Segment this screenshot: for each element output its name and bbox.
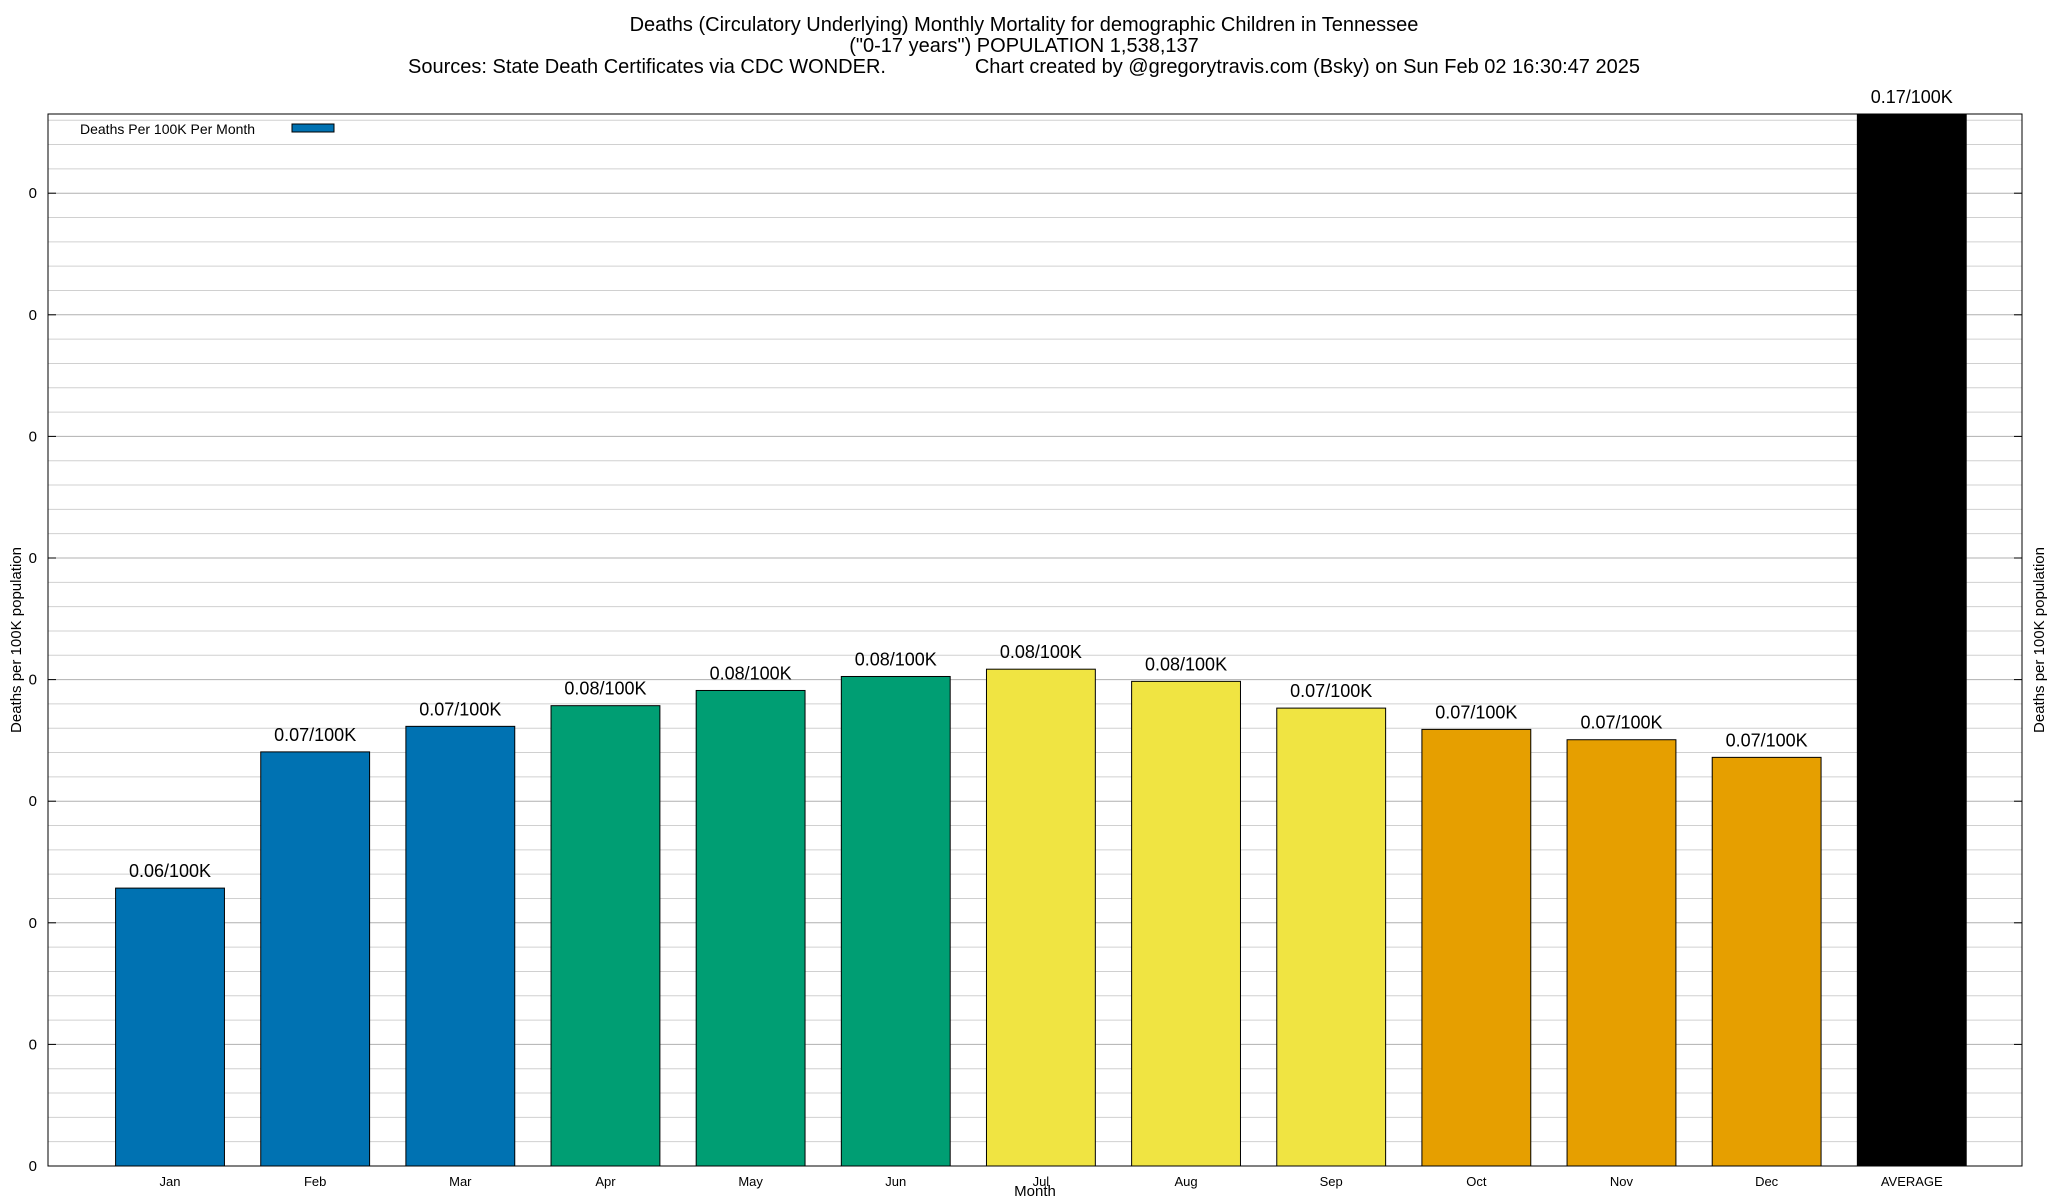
legend-label: Deaths Per 100K Per Month — [80, 121, 255, 137]
x-tick-label: Aug — [1174, 1174, 1197, 1189]
bar-value-label: 0.06/100K — [129, 861, 211, 881]
x-tick-label: Sep — [1320, 1174, 1343, 1189]
x-tick-label: Feb — [304, 1174, 326, 1189]
bar-may — [695, 689, 806, 1167]
x-tick-label: Jul — [1033, 1174, 1050, 1189]
bar-sep — [1276, 707, 1387, 1167]
x-tick-label: Jan — [160, 1174, 181, 1189]
bars: 0.06/100K Jan 0.07/100K Feb 0.07/100K Mar 0.08… — [115, 87, 1967, 1189]
bar-apr — [550, 705, 661, 1167]
x-tick-label: Jun — [885, 1174, 906, 1189]
bar-jun — [840, 675, 951, 1167]
bar-dec — [1711, 756, 1822, 1167]
y-tick-label: 0 — [29, 428, 37, 445]
bar-value-label: 0.17/100K — [1871, 87, 1953, 107]
bar-value-label: 0.07/100K — [1580, 713, 1662, 733]
y-tick-label: 0 — [29, 185, 37, 202]
bar-value-label: 0.07/100K — [419, 699, 501, 719]
x-tick-label: Dec — [1755, 1174, 1779, 1189]
bar-value-label: 0.07/100K — [1290, 681, 1372, 701]
x-tick-label: AVERAGE — [1881, 1174, 1943, 1189]
bar-mar — [405, 725, 516, 1167]
plot-frame — [47, 113, 2023, 1167]
y-axis-label: Deaths per 100K population — [8, 547, 25, 733]
bar-aug — [1131, 680, 1241, 1167]
x-tick-label: Mar — [449, 1174, 472, 1189]
bar-value-label: 0.08/100K — [1000, 642, 1082, 662]
title-line-1: Deaths (Circulatory Underlying) Monthly … — [630, 14, 1419, 36]
y-tick-label: 0 — [29, 915, 37, 932]
bar-value-label: 0.08/100K — [855, 649, 937, 669]
bar-value-label: 0.08/100K — [564, 679, 646, 699]
y-tick-label: 0 — [29, 672, 37, 689]
title-line-2: ("0-17 years") POPULATION 1,538,137 — [849, 35, 1199, 57]
bar-nov — [1566, 739, 1677, 1167]
bar-jan — [115, 887, 225, 1167]
bar-value-label: 0.08/100K — [710, 663, 792, 683]
x-tick-label: Apr — [595, 1174, 616, 1189]
bar-feb — [260, 751, 371, 1167]
x-tick-label: Nov — [1610, 1174, 1634, 1189]
legend: Deaths Per 100K Per Month — [80, 121, 335, 137]
y-tick-label: 0 — [29, 550, 37, 567]
x-tick-label: Oct — [1466, 1174, 1487, 1189]
x-axis-label: Month — [1014, 1183, 1056, 1200]
bar-value-label: 0.08/100K — [1145, 654, 1227, 674]
bar-value-label: 0.07/100K — [1435, 702, 1517, 722]
y-tick-label: 0 — [29, 307, 37, 324]
bar-jul — [985, 668, 1096, 1167]
legend-swatch — [291, 123, 335, 133]
chart-title: Deaths (Circulatory Underlying) Monthly … — [408, 14, 1640, 78]
y2-axis-label: Deaths per 100K population — [2031, 547, 2048, 733]
x-tick-label: May — [738, 1174, 763, 1189]
y-axis-ticks: 0 0 0 0 0 0 0 0 0 — [29, 185, 2022, 1175]
title-line-3: Sources: State Death Certificates via CD… — [408, 56, 1640, 78]
bar-value-label: 0.07/100K — [1726, 730, 1808, 750]
bar-value-label: 0.07/100K — [274, 725, 356, 745]
bar-average — [1856, 113, 1967, 1167]
y-tick-label: 0 — [29, 1036, 37, 1053]
bar-oct — [1421, 728, 1532, 1167]
y-tick-label: 0 — [29, 793, 37, 810]
y-tick-label: 0 — [29, 1158, 37, 1175]
